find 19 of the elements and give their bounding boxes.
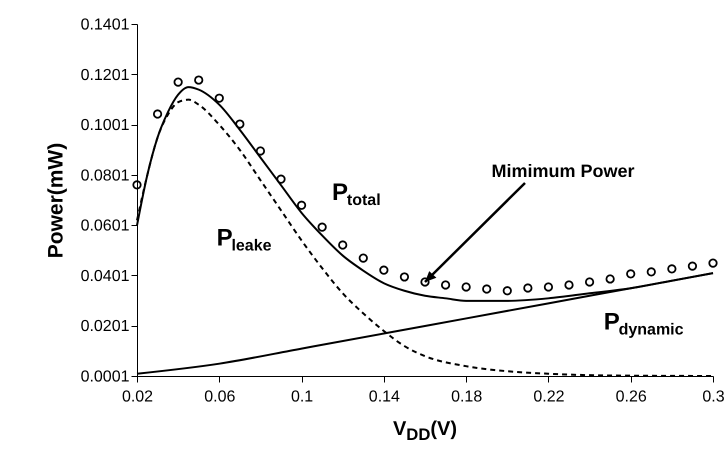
y-axis-title: Power(mW) [44,142,68,258]
x-tick-label: 0.02 [122,388,154,406]
x-tick-label: 0.14 [368,388,400,406]
x-tick-label: 0.18 [451,388,482,406]
y-tick-label: 0.1401 [80,16,130,34]
x-tick-label: 0.1 [290,388,314,406]
y-tick-label: 0.1001 [80,117,130,134]
x-tick-label: 0.22 [533,388,565,406]
y-tick-label: 0.0601 [80,218,130,235]
y-tick-label: 0.0401 [80,268,130,285]
annotation: Mimimum Power [491,160,635,181]
x-tick-label: 0.3 [702,388,725,406]
x-axis-title: V$_{DD}$(V) [392,418,458,445]
y-tick-label: 0.0801 [80,167,130,184]
x-tick-label: 0.06 [204,388,236,406]
y-tick-label: 0.1201 [80,66,130,84]
y-tick-label: 0.0001 [80,368,130,386]
x-tick-label: 0.26 [616,388,647,406]
y-tick-label: 0.0201 [80,318,130,336]
